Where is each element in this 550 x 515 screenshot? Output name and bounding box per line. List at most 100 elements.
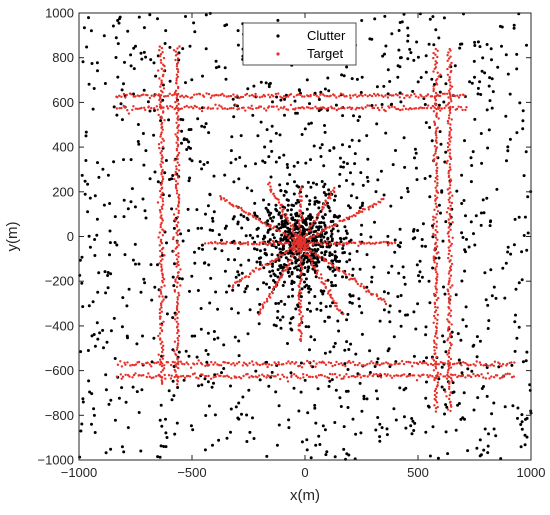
- target-point: [246, 364, 249, 367]
- clutter-point: [410, 432, 414, 436]
- clutter-point: [152, 61, 156, 65]
- target-point: [228, 201, 231, 205]
- target-point: [175, 189, 179, 192]
- target-point: [401, 108, 404, 111]
- target-point: [265, 299, 269, 303]
- target-point: [310, 235, 313, 238]
- clutter-point: [321, 424, 325, 428]
- clutter-point: [330, 253, 334, 257]
- target-point: [329, 289, 332, 292]
- target-point: [293, 362, 296, 365]
- clutter-point: [431, 15, 435, 19]
- target-point: [449, 111, 452, 115]
- target-point: [284, 96, 287, 99]
- clutter-point: [461, 236, 465, 239]
- clutter-point: [214, 66, 218, 70]
- target-point: [161, 145, 165, 149]
- clutter-point: [163, 171, 167, 175]
- target-point: [161, 51, 164, 54]
- target-point: [244, 211, 247, 214]
- target-point: [335, 108, 338, 112]
- target-point: [176, 383, 179, 386]
- clutter-point: [172, 226, 176, 230]
- clutter-point: [223, 173, 227, 177]
- clutter-point: [492, 285, 496, 289]
- clutter-point: [456, 332, 460, 336]
- clutter-point: [424, 396, 428, 400]
- clutter-point: [234, 275, 238, 279]
- clutter-point: [349, 171, 352, 175]
- target-point: [267, 363, 271, 366]
- clutter-point: [242, 215, 246, 218]
- x-axis-label: x(m): [290, 487, 320, 504]
- target-point: [432, 70, 435, 73]
- clutter-point: [319, 238, 323, 242]
- target-point: [439, 373, 442, 376]
- clutter-point: [286, 226, 290, 230]
- target-point: [286, 267, 289, 270]
- clutter-point: [88, 245, 92, 249]
- target-point: [244, 362, 248, 366]
- clutter-point: [306, 180, 310, 184]
- target-point: [433, 145, 437, 148]
- clutter-point: [193, 261, 197, 265]
- target-point: [297, 244, 301, 248]
- clutter-point: [500, 44, 503, 48]
- target-point: [158, 77, 161, 80]
- clutter-point: [134, 262, 137, 266]
- clutter-point: [416, 229, 420, 232]
- target-point: [343, 95, 346, 98]
- x-ticks: −1000 −500 0 500 1000: [61, 13, 545, 480]
- target-point: [449, 265, 453, 268]
- target-point: [310, 261, 314, 265]
- target-point: [392, 94, 395, 97]
- clutter-point: [291, 294, 294, 298]
- target-point: [436, 126, 439, 129]
- clutter-point: [142, 277, 146, 281]
- target-point: [159, 97, 162, 100]
- target-point: [273, 361, 276, 364]
- clutter-point: [333, 268, 337, 272]
- clutter-point: [92, 413, 96, 417]
- target-point: [370, 94, 374, 98]
- clutter-point: [212, 337, 216, 341]
- clutter-point: [95, 233, 99, 237]
- clutter-point: [337, 329, 341, 333]
- clutter-point: [428, 174, 432, 178]
- target-point: [379, 376, 383, 379]
- clutter-point: [515, 131, 519, 135]
- clutter-point: [263, 161, 267, 164]
- target-point: [403, 373, 406, 376]
- clutter-point: [283, 189, 287, 193]
- target-point: [124, 96, 127, 99]
- target-point: [161, 340, 164, 344]
- clutter-point: [305, 283, 309, 287]
- clutter-point: [87, 16, 90, 20]
- clutter-point: [279, 237, 283, 241]
- target-point: [317, 276, 321, 280]
- clutter-point: [402, 136, 406, 140]
- clutter-point: [319, 225, 323, 229]
- clutter-point: [388, 80, 392, 83]
- x-tick-label: 0: [301, 465, 308, 480]
- clutter-point: [337, 260, 341, 263]
- clutter-point: [437, 256, 441, 260]
- target-point: [347, 217, 350, 220]
- target-point: [447, 230, 450, 233]
- clutter-point: [96, 337, 100, 341]
- target-point: [341, 270, 345, 273]
- target-point: [366, 375, 369, 378]
- clutter-point: [399, 196, 403, 200]
- clutter-point: [299, 361, 303, 365]
- target-point: [160, 105, 163, 108]
- target-point: [358, 373, 361, 376]
- target-point: [447, 192, 450, 195]
- target-point: [172, 49, 176, 52]
- target-point: [142, 374, 145, 377]
- clutter-point: [442, 340, 446, 344]
- target-point: [289, 224, 293, 228]
- target-point: [229, 94, 233, 98]
- target-point: [448, 397, 451, 401]
- clutter-point: [323, 250, 327, 254]
